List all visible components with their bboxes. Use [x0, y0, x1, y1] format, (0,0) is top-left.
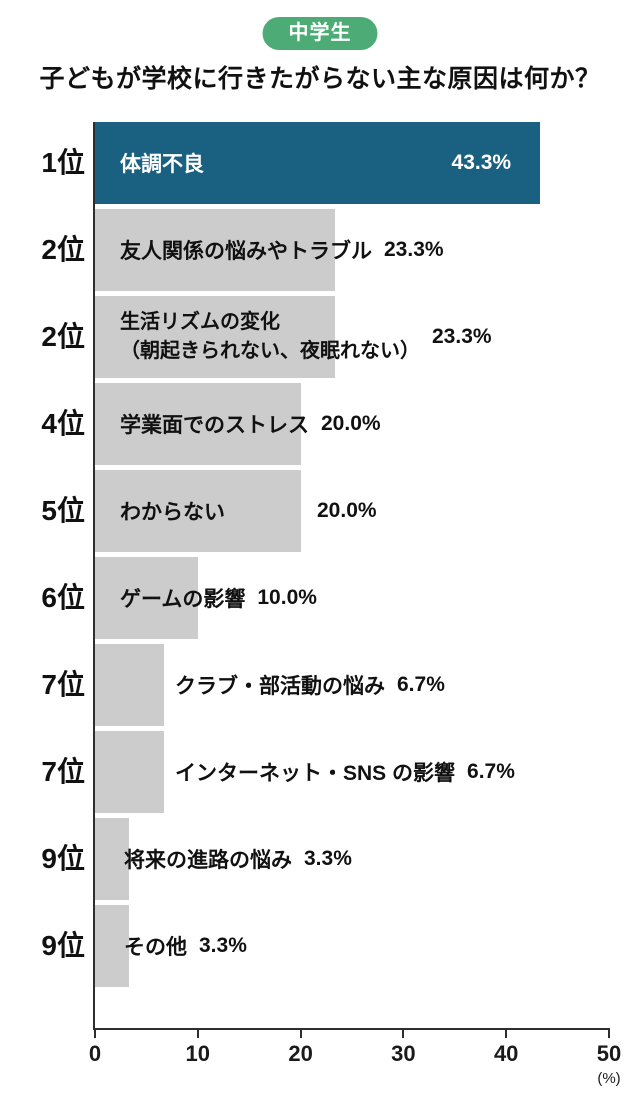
x-axis-line — [94, 1028, 610, 1030]
rank-label: 6位 — [41, 582, 85, 613]
bar-label-line: 学業面でのストレス 20.0% — [120, 383, 381, 465]
bar-label-line: わからない 20.0% — [120, 470, 377, 552]
bar-area: 体調不良 43.3% — [94, 122, 610, 209]
bar-label-line: 将来の進路の悩み 3.3% — [124, 818, 352, 900]
bar — [95, 470, 301, 552]
axis-tick — [94, 1028, 96, 1038]
bar-area: 生活リズムの変化 （朝起きられない、夜眠れない） 23.3% — [94, 296, 610, 383]
rank-label: 7位 — [41, 669, 85, 700]
axis-tick-label: 50 — [596, 1041, 622, 1066]
chart-rows: 1位 体調不良 43.3% 2位 友人関係の悩みやトラブル 23.3% 2位 生活リズムの変化… — [0, 122, 640, 992]
bar-value: 6.7% — [467, 760, 515, 783]
bar-label: その他 — [124, 936, 187, 959]
bar-label: 体調不良 — [120, 153, 204, 176]
bar-label-line: 友人関係の悩みやトラブル 23.3% — [120, 209, 444, 291]
rank-label: 5位 — [41, 495, 85, 526]
axis-tick-label: 0 — [88, 1041, 102, 1066]
bar-area: 友人関係の悩みやトラブル 23.3% — [94, 209, 610, 296]
bar — [95, 905, 129, 987]
axis-tick — [505, 1028, 508, 1038]
bar-value: 43.3% — [451, 151, 512, 174]
axis-tick-label: 10 — [185, 1041, 211, 1066]
bar-area: 学業面でのストレス 20.0% — [94, 383, 610, 470]
bar-area: インターネット・SNS の影響 6.7% — [94, 731, 610, 818]
bar-value: 10.0% — [257, 586, 317, 609]
bar-value: 6.7% — [397, 673, 445, 696]
chart-row: 9位 その他 3.3% — [0, 905, 640, 992]
axis-tick — [196, 1028, 199, 1038]
bar-label-line: 生活リズムの変化 （朝起きられない、夜眠れない） 23.3% — [120, 296, 492, 378]
chart-title: 子どもが学校に行きたがらない主な原因は何か？ — [39, 65, 601, 93]
bar-value: 20.0% — [317, 499, 377, 522]
x-axis: 0 10 20 30 40 50 (%) — [89, 1028, 621, 1098]
bar — [95, 296, 335, 378]
bar — [95, 383, 301, 465]
bar-label-line: 体調不良 43.3% — [120, 122, 511, 204]
bar-value: 3.3% — [199, 934, 247, 957]
bar-area: クラブ・部活動の悩み 6.7% — [94, 644, 610, 731]
rank-label: 9位 — [41, 930, 85, 961]
chart-row: 7位 インターネット・SNS の影響 6.7% — [0, 731, 640, 818]
bar-label: インターネット・SNS の影響 — [175, 762, 456, 785]
chart-row: 9位 将来の進路の悩み 3.3% — [0, 818, 640, 905]
bar-label: 学業面でのストレス — [120, 414, 309, 437]
bar — [95, 209, 335, 291]
bar — [95, 122, 541, 204]
bar-value: 20.0% — [321, 412, 381, 435]
bar-label: 将来の進路の悩み — [124, 849, 292, 872]
bar-label: ゲームの影響 — [120, 588, 246, 611]
bar-value: 23.3% — [384, 238, 444, 261]
chart-row: 4位 学業面でのストレス 20.0% — [0, 383, 640, 470]
bar-value: 3.3% — [304, 847, 352, 870]
bar — [95, 731, 164, 813]
bar-area: ゲームの影響 10.0% — [94, 557, 610, 644]
bar — [95, 644, 164, 726]
chart-row: 1位 体調不良 43.3% — [0, 122, 640, 209]
bar-label: 生活リズムの変化 （朝起きられない、夜眠れない） — [120, 311, 420, 362]
bar-label: わからない — [120, 501, 225, 524]
bar-label-line: インターネット・SNS の影響 6.7% — [175, 731, 515, 813]
bar-area: わからない 20.0% — [94, 470, 610, 557]
rank-label: 1位 — [41, 147, 85, 178]
rank-label: 2位 — [41, 234, 85, 265]
chart-row: 7位 クラブ・部活動の悩み 6.7% — [0, 644, 640, 731]
chart-row: 6位 ゲームの影響 10.0% — [0, 557, 640, 644]
chart-row: 5位 わからない 20.0% — [0, 470, 640, 557]
axis-tick — [402, 1028, 405, 1038]
bar — [95, 818, 129, 900]
axis-tick — [608, 1028, 610, 1038]
bar-label-line: クラブ・部活動の悩み 6.7% — [175, 644, 445, 726]
bar-value: 23.3% — [432, 325, 492, 348]
chart-row: 2位 友人関係の悩みやトラブル 23.3% — [0, 209, 640, 296]
rank-label: 4位 — [41, 408, 85, 439]
bar-label-line: その他 3.3% — [124, 905, 247, 987]
bar — [95, 557, 198, 639]
axis-tick — [299, 1028, 302, 1038]
bar-area: 将来の進路の悩み 3.3% — [94, 818, 610, 905]
axis-tick-label: 20 — [288, 1041, 313, 1066]
rank-label: 7位 — [41, 756, 85, 787]
rank-label: 2位 — [41, 321, 85, 352]
axis-unit-label: (%) — [597, 1070, 621, 1087]
bar-label: 友人関係の悩みやトラブル — [120, 240, 372, 263]
chart-row: 2位 生活リズムの変化 （朝起きられない、夜眠れない） 23.3% — [0, 296, 640, 383]
bar-label-line: ゲームの影響 10.0% — [120, 557, 317, 639]
group-badge: 中学生 — [262, 17, 378, 50]
bar-area: その他 3.3% — [94, 905, 610, 992]
rank-label: 9位 — [41, 843, 85, 874]
axis-tick-label: 40 — [493, 1041, 519, 1066]
axis-tick-label: 30 — [391, 1041, 416, 1066]
bar-label: クラブ・部活動の悩み — [175, 675, 385, 698]
y-axis-line — [93, 122, 95, 1030]
